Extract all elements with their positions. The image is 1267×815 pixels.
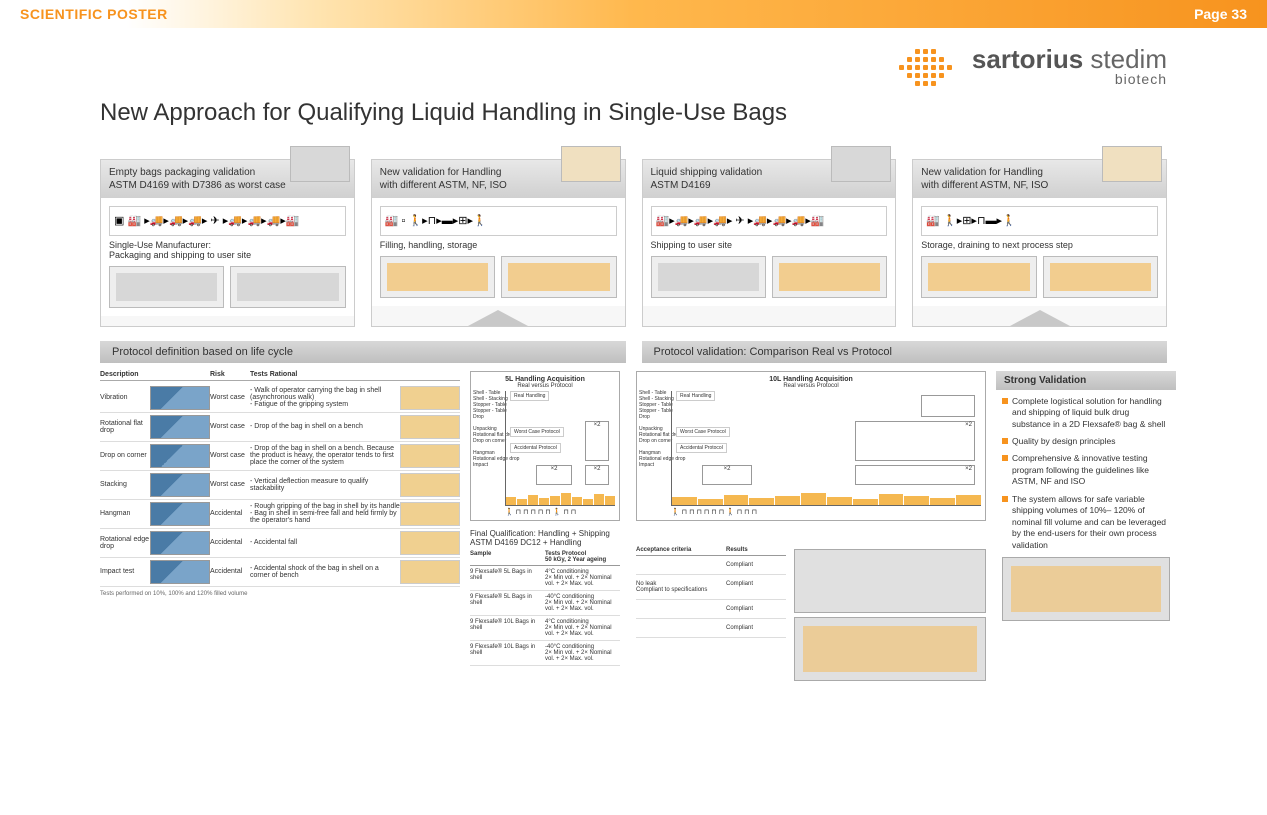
arrow-up-icon [1010,310,1070,326]
thumb [230,266,345,308]
product-thumb [290,146,350,182]
product-thumb [1102,146,1162,182]
logo-text: sartorius stedim biotech [972,48,1167,87]
fq-title: Final Qualification: Handling + Shipping… [470,529,620,547]
protocol-table: Description Risk Tests Rational Vibratio… [100,371,460,681]
thumb [501,256,616,298]
table-row: Compliant [636,600,786,619]
table-row: Compliant [636,556,786,575]
card-2: New validation for Handling with differe… [371,159,626,327]
process-icons: ▣ 🏭 ▸🚚▸🚚▸🚚▸ ✈ ▸🚚▸🚚▸🚚▸🏭 [109,206,346,236]
section-header-right: Protocol validation: Comparison Real vs … [642,341,1168,363]
table-row: Impact testAccidental- Accidental shock … [100,558,460,587]
topbar-label: SCIENTIFIC POSTER [20,6,168,22]
list-item: Comprehensive & innovative testing progr… [1002,453,1170,487]
arrow-up-icon [468,310,528,326]
topbar: SCIENTIFIC POSTER Page 33 [0,0,1267,28]
process-icons: 🏭▸🚚▸🚚▸🚚▸ ✈ ▸🚚▸🚚▸🚚▸🏭 [651,206,888,236]
card-1: Empty bags packaging validation ASTM D41… [100,159,355,327]
chart-10l: 10L Handling Acquisition Real versus Pro… [636,371,986,521]
product-thumb [561,146,621,182]
thumb [921,256,1036,298]
logo-row: sartorius stedim biotech [0,28,1267,87]
table-row: Rotational edge dropAccidental- Accident… [100,529,460,558]
product-photo [1002,557,1170,621]
section-header-left: Protocol definition based on life cycle [100,341,626,363]
fq-table: SampleTests Protocol 50 kGy, 2 Year agei… [470,549,620,666]
table-row: Drop on cornerWorst case- Drop of the ba… [100,442,460,471]
process-icons: 🏭 🚶▸⊞▸⊓▬▸🚶 [921,206,1158,236]
table-row: 9 Flexsafe® 5L Bags in shell-40°C condit… [470,591,620,616]
product-thumb [831,146,891,182]
card-4: New validation for Handling with differe… [912,159,1167,327]
logo-dots-icon [899,49,960,86]
table-row: No leak Compliant to specificationsCompl… [636,575,786,600]
card-row: Empty bags packaging validation ASTM D41… [100,159,1167,327]
product-photo [794,549,986,613]
thumb [651,256,766,298]
product-photo [794,617,986,681]
table-row: 9 Flexsafe® 10L Bags in shell-40°C condi… [470,641,620,666]
table-row: 9 Flexsafe® 5L Bags in shell4°C conditio… [470,566,620,591]
page-number: Page 33 [1194,6,1247,22]
list-item: Quality by design principles [1002,436,1170,447]
table-row: StackingWorst case- Vertical deflection … [100,471,460,500]
poster-title: New Approach for Qualifying Liquid Handl… [100,97,1167,128]
content: New Approach for Qualifying Liquid Handl… [0,87,1267,680]
table-row: 9 Flexsafe® 10L Bags in shell4°C conditi… [470,616,620,641]
table-row: HangmanAccidental- Rough gripping of the… [100,500,460,529]
thumb [772,256,887,298]
thumb [1043,256,1158,298]
acceptance-table: Acceptance criteriaResults CompliantNo l… [636,545,786,681]
process-icons: 🏭 ▫ 🚶▸⊓▸▬▸⊞▸🚶 [380,206,617,236]
list-item: Complete logistical solution for handlin… [1002,396,1170,430]
table-row: Rotational flat dropWorst case- Drop of … [100,413,460,442]
chart-5l: 5L Handling Acquisition Real versus Prot… [470,371,620,521]
table-row: VibrationWorst case- Walk of operator ca… [100,384,460,413]
card-3: Liquid shipping validation ASTM D4169 🏭▸… [642,159,897,327]
strong-validation-box: Strong Validation Complete logistical so… [996,371,1176,681]
thumb [380,256,495,298]
table-row: Compliant [636,619,786,638]
thumb [109,266,224,308]
list-item: The system allows for safe variable ship… [1002,494,1170,551]
